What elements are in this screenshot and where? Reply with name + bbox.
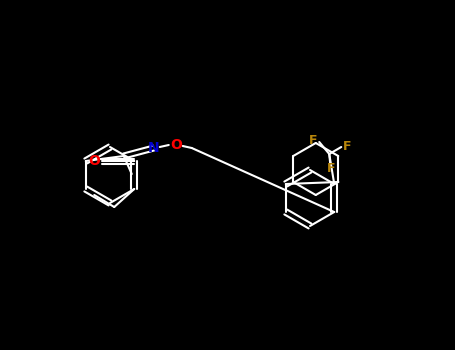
Text: O: O xyxy=(170,138,182,152)
Text: F: F xyxy=(309,133,318,147)
Text: N: N xyxy=(148,141,160,155)
Text: F: F xyxy=(343,140,352,153)
Text: O: O xyxy=(88,154,100,168)
Text: F: F xyxy=(327,161,335,175)
